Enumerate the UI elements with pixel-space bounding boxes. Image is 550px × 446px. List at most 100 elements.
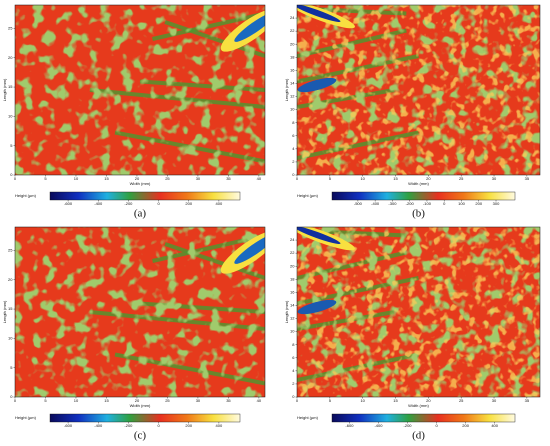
height-map (15, 227, 265, 397)
x-tick-label: 25 (459, 176, 464, 181)
texture (15, 227, 265, 397)
colorbar-tick-label: -200 (404, 423, 413, 428)
x-tick-label: 10 (360, 398, 365, 403)
y-tick-label: 4 (292, 368, 295, 373)
y-tick-label: 24 (290, 237, 295, 242)
y-tick-label: 25 (8, 248, 13, 253)
x-tick-label: 0 (296, 176, 299, 181)
colorbar-tick-label: -600 (64, 423, 73, 428)
colorbar-tick-label: 0 (443, 201, 446, 206)
y-tick-label: 14 (290, 81, 295, 86)
x-tick-label: 0 (14, 398, 17, 403)
texture (15, 5, 265, 175)
y-tick-label: 20 (290, 263, 295, 268)
x-axis-label: Width (mm) (408, 403, 429, 408)
plot-frame (296, 4, 541, 176)
x-tick-label: 20 (426, 398, 431, 403)
x-tick-label: 15 (104, 398, 109, 403)
x-tick-label: 35 (525, 176, 530, 181)
x-tick-label: 10 (360, 176, 365, 181)
ridge (234, 234, 265, 264)
panel: 0 5 10 15 20 25 30 35024681012141618202224Width… (284, 4, 541, 220)
y-axis-label: Length (mm) (2, 78, 7, 101)
x-tick-label: 10 (74, 398, 79, 403)
colorbar-tick-label: -100 (423, 201, 432, 206)
colorbar-tick-label: 200 (185, 423, 192, 428)
colorbar (331, 191, 516, 201)
colorbar-tick-label: -400 (94, 201, 103, 206)
height-map (297, 5, 540, 175)
panel-label: (d) (412, 430, 425, 442)
ridge (234, 12, 265, 42)
texture (297, 5, 540, 175)
x-tick-label: 25 (165, 176, 170, 181)
x-tick-label: 5 (329, 176, 332, 181)
plot-frame (14, 226, 266, 398)
texture (297, 227, 540, 397)
panel-label: (c) (134, 430, 147, 442)
colorbar-tick-label: -400 (371, 201, 380, 206)
x-tick-label: 5 (44, 398, 47, 403)
y-tick-label: 5 (10, 143, 13, 148)
x-tick-label: 0 (296, 398, 299, 403)
plot-frame (296, 226, 541, 398)
colorbar-tick-label: 400 (216, 201, 223, 206)
y-tick-label: 20 (8, 55, 13, 60)
x-tick-label: 30 (196, 176, 201, 181)
y-tick-label: 10 (8, 113, 13, 118)
y-tick-label: 0 (10, 394, 13, 399)
y-tick-label: 25 (8, 26, 13, 31)
colorbar-tick-label: -600 (64, 201, 73, 206)
x-tick-label: 35 (226, 398, 231, 403)
colorbar-tick-label: 400 (216, 423, 223, 428)
colorbar-tick-label: -200 (406, 201, 415, 206)
colorbar (49, 191, 241, 201)
x-tick-label: 25 (165, 398, 170, 403)
colorbar-label: Height (µm) (297, 193, 319, 198)
panel: 0 5 10 15 20 25 30 35024681012141618202224Width… (284, 226, 541, 442)
colorbar-label: Height (µm) (15, 415, 37, 420)
y-axis-label: Length (mm) (2, 300, 7, 323)
y-tick-label: 12 (290, 316, 295, 321)
y-tick-label: 20 (290, 41, 295, 46)
colorbar-tick-label: -400 (374, 423, 383, 428)
panel-label: (a) (134, 208, 147, 220)
x-tick-label: 20 (426, 176, 431, 181)
y-tick-label: 4 (292, 146, 295, 151)
colorbar (331, 413, 516, 423)
x-tick-label: 30 (492, 398, 497, 403)
colorbar-tick-label: -300 (388, 201, 397, 206)
y-tick-label: 14 (290, 303, 295, 308)
y-tick-label: 5 (10, 365, 13, 370)
ridge (297, 299, 337, 315)
plot-frame (14, 4, 266, 176)
y-tick-label: 22 (290, 28, 295, 33)
ridge (297, 5, 341, 23)
colorbar-tick-label: 200 (462, 423, 469, 428)
colorbar-tick-label: 400 (491, 423, 498, 428)
colorbar-tick-label: 300 (493, 201, 500, 206)
x-tick-label: 15 (393, 398, 398, 403)
x-tick-label: 40 (257, 176, 262, 181)
colorbar-tick-label: -200 (124, 423, 133, 428)
x-tick-label: 10 (74, 176, 79, 181)
x-tick-label: 25 (459, 398, 464, 403)
x-tick-label: 30 (196, 398, 201, 403)
ridge (297, 227, 341, 245)
y-tick-label: 8 (292, 342, 295, 347)
y-tick-label: 0 (292, 394, 295, 399)
x-axis-label: Width (mm) (130, 403, 151, 408)
x-tick-label: 20 (135, 176, 140, 181)
y-tick-label: 0 (292, 172, 295, 177)
y-tick-label: 22 (290, 250, 295, 255)
height-map (15, 5, 265, 175)
y-tick-label: 6 (292, 355, 295, 360)
colorbar-tick-label: -400 (94, 423, 103, 428)
y-tick-label: 8 (292, 120, 295, 125)
y-tick-label: 2 (292, 381, 295, 386)
y-tick-label: 10 (290, 329, 295, 334)
x-tick-label: 40 (257, 398, 262, 403)
x-tick-label: 0 (14, 176, 17, 181)
